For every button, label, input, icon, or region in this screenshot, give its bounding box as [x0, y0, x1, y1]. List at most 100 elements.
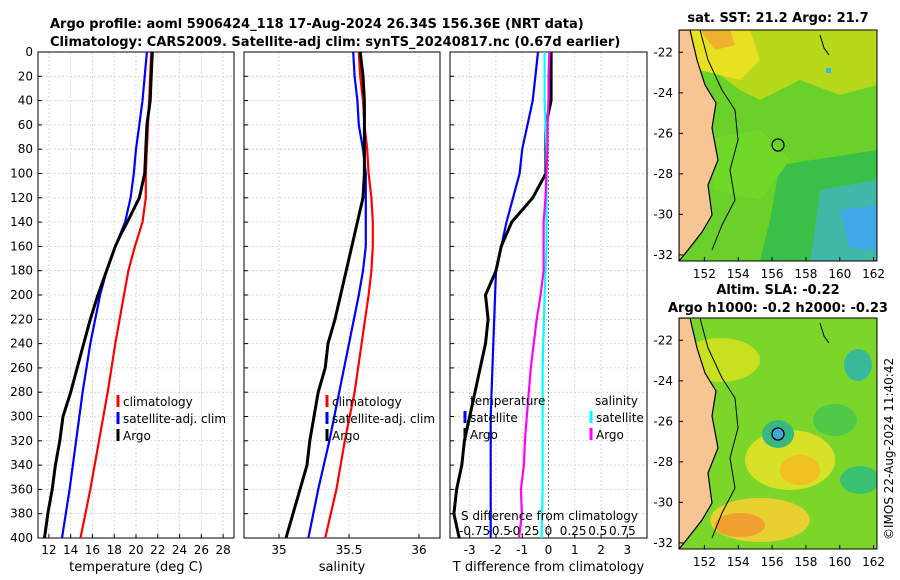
y-tick-label: 200: [10, 288, 33, 302]
top-tick-label: -0.5: [488, 524, 511, 538]
x-tick-label: 12: [41, 543, 56, 557]
y-tick-label: 300: [10, 410, 33, 424]
x-axis-label: temperature (deg C): [69, 560, 203, 575]
sla-low-southeast: [840, 466, 877, 494]
x-tick-label: 1: [571, 543, 579, 557]
map-x-tick-label: 152: [693, 555, 716, 569]
figure-title-line2: Climatology: CARS2009. Satellite-adj cli…: [50, 35, 620, 50]
map-x-tick-label: 162: [862, 267, 885, 281]
top-tick-label: -0.75: [459, 524, 490, 538]
y-tick-label: 280: [10, 385, 33, 399]
panel-difference: -3 -2 -1 0 1 2 3 T difference from climatology S…: [449, 51, 648, 575]
y-tick-label: 320: [10, 434, 33, 448]
x-tick-label: 36: [411, 543, 426, 557]
legend-temperature-item: satellite: [470, 411, 518, 425]
sst-mid-patch: [700, 130, 790, 200]
x-axis-label: T difference from climatology: [452, 560, 645, 575]
y-tick-label: 80: [18, 142, 33, 156]
top-tick-label: -0.25: [508, 524, 539, 538]
legend-salinity-item: satellite: [596, 411, 644, 425]
sla-shelf-contour: [699, 318, 739, 539]
x-tick-label: 22: [150, 543, 165, 557]
series-satellite-adj-clim: [307, 51, 367, 539]
series-argo: [284, 51, 366, 539]
y-tick-label: 120: [10, 191, 33, 205]
legend-salinity-title: salinity: [595, 394, 638, 408]
sla-peak-mid: [780, 455, 820, 485]
map-x-tick-label: 152: [693, 267, 716, 281]
x-tick-label: -2: [490, 543, 502, 557]
sst-map-ticks: 152 154 156 158 160 162 -22 -24 -26 -28 -30 -32: [653, 45, 885, 281]
top-tick-label: 0.75: [609, 524, 636, 538]
legend-salinity-item: Argo: [596, 428, 624, 442]
map-y-tick-label: -22: [653, 45, 673, 59]
sla-map: 152 154 156 158 160 162 -22 -24 -26 -28 -30 -32: [653, 317, 885, 569]
map-y-tick-label: -26: [653, 414, 673, 428]
y-tick-label: 340: [10, 458, 33, 472]
legend-temperature-item: Argo: [470, 428, 498, 442]
x-tick-label: 20: [128, 543, 143, 557]
sla-low-central: [813, 404, 857, 436]
top-tick-label: 0.5: [588, 524, 607, 538]
sla-float-marker: [771, 427, 785, 441]
series-salinity-argo: [517, 51, 551, 539]
map-x-tick-label: 154: [727, 555, 750, 569]
legend-item: Argo: [332, 429, 360, 443]
legend-temperature-title: temperature: [470, 394, 545, 408]
x-tick-label: 26: [194, 543, 209, 557]
x-tick-label: 24: [172, 543, 187, 557]
y-tick-label: 140: [10, 215, 33, 229]
sla-map-title-line2: Argo h1000: -0.2 h2000: -0.23: [668, 301, 888, 316]
map-y-tick-label: -30: [653, 207, 673, 221]
y-tick-label: 180: [10, 264, 33, 278]
x-tick-label: -1: [516, 543, 528, 557]
x-tick-label: -3: [464, 543, 476, 557]
x-tick-label: 16: [85, 543, 100, 557]
map-y-tick-label: -22: [653, 333, 673, 347]
sst-lord-howe-contour: [819, 34, 830, 56]
y-tick-label: 240: [10, 337, 33, 351]
y-tick-label: 400: [10, 531, 33, 545]
map-x-tick-label: 160: [828, 267, 851, 281]
series-salinity-satellite: [540, 52, 548, 539]
y-tick-label: 220: [10, 312, 33, 326]
map-x-tick-label: 160: [828, 555, 851, 569]
map-x-tick-label: 154: [727, 267, 750, 281]
map-x-tick-label: 156: [761, 555, 784, 569]
legend-item: satellite-adj. clim: [123, 412, 226, 426]
y-tick-label: 0: [25, 45, 33, 59]
y-tick-label: 360: [10, 482, 33, 496]
imos-credit: ©IMOS 22-Aug-2024 11:40:42: [882, 358, 896, 540]
sst-map-frame: [678, 29, 878, 262]
top-tick-label: 0: [545, 524, 553, 538]
y-tick-label: 40: [18, 94, 33, 108]
map-y-tick-label: -32: [653, 248, 673, 262]
map-y-tick-label: -24: [653, 374, 673, 388]
y-tick-label: 380: [10, 507, 33, 521]
sla-map-ticks: 152 154 156 158 160 162 -22 -24 -26 -28 -30 -32: [653, 333, 885, 569]
y-tick-label: 160: [10, 239, 33, 253]
profile-panels: 12 14 16 18 20 22 24 26 280204060801001201401601…: [10, 45, 648, 575]
y-tick-label: 60: [18, 118, 33, 132]
map-y-tick-label: -32: [653, 536, 673, 550]
map-y-tick-label: -28: [653, 455, 673, 469]
map-y-tick-label: -26: [653, 126, 673, 140]
map-y-tick-label: -24: [653, 86, 673, 100]
panel-temperature: 12 14 16 18 20 22 24 26 280204060801001201401601…: [10, 45, 235, 575]
y-tick-label: 100: [10, 167, 33, 181]
sst-float-marker: [771, 138, 785, 152]
sla-low-east: [844, 349, 872, 381]
sla-map-frame: [678, 317, 878, 550]
sla-map-title-line1: Altim. SLA: -0.22: [716, 283, 839, 298]
map-x-tick-label: 162: [862, 555, 885, 569]
top-tick-label: 0.25: [560, 524, 587, 538]
map-y-tick-label: -30: [653, 495, 673, 509]
x-tick-label: 14: [63, 543, 78, 557]
legend-item: Argo: [123, 429, 151, 443]
sla-lord-howe-contour: [819, 322, 830, 344]
panel-salinity: 35 35.5 36 salinity climatology satellite-adj…: [243, 51, 441, 575]
sst-hot-patch: [700, 30, 735, 50]
sst-coldest-patch: [840, 205, 877, 250]
map-y-tick-label: -28: [653, 167, 673, 181]
